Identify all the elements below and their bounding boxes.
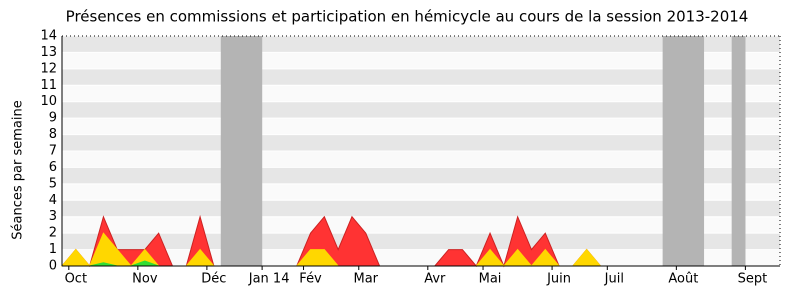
y-tick-label: 10: [40, 94, 57, 109]
x-tick-label: Août: [668, 272, 698, 287]
y-tick-label: 6: [49, 160, 57, 175]
x-tick-label: Juil: [604, 272, 624, 287]
x-tick-label: Fév: [299, 272, 322, 287]
y-tick-label: 2: [49, 226, 57, 241]
y-tick-label: 9: [49, 111, 57, 126]
vacation-band: [220, 36, 263, 266]
y-tick-label: 11: [40, 78, 57, 93]
x-tick-label: Oct: [65, 272, 87, 287]
y-axis-label: Séances par semaine: [11, 100, 26, 239]
y-tick-label: 1: [49, 242, 57, 257]
x-tick-label: Mai: [479, 272, 502, 287]
x-tick-label: Nov: [132, 272, 158, 287]
y-tick-label: 5: [49, 176, 57, 191]
chart-title: Présences en commissions et participatio…: [66, 8, 749, 26]
vacation-band: [662, 36, 705, 266]
y-tick-label: 13: [40, 45, 57, 60]
y-tick-label: 3: [49, 209, 57, 224]
vacation-band: [731, 36, 746, 266]
y-tick-label: 14: [40, 29, 57, 44]
x-tick-label: Mar: [354, 272, 379, 287]
y-tick-label: 8: [49, 127, 57, 142]
x-tick-label: Jan 14: [248, 272, 290, 287]
x-tick-label: Juin: [546, 272, 571, 287]
y-tick-label: 0: [49, 259, 57, 274]
x-tick-label: Déc: [201, 272, 226, 287]
y-tick-label: 4: [49, 193, 57, 208]
x-tick-label: Sept: [738, 272, 768, 287]
y-tick-label: 12: [40, 61, 57, 76]
x-tick-label: Avr: [424, 272, 446, 287]
y-tick-label: 7: [49, 144, 57, 159]
